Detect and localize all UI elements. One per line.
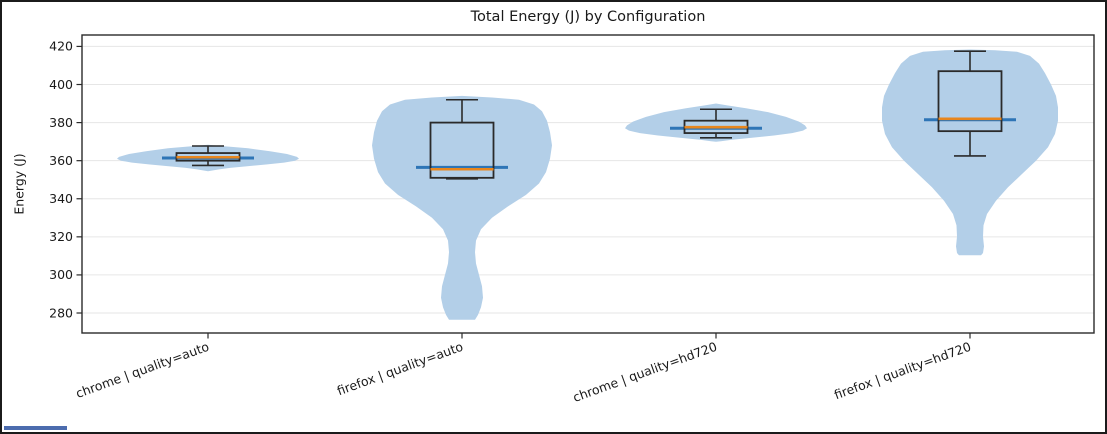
x-tick-label: firefox | quality=auto <box>335 339 465 399</box>
box <box>937 70 1003 133</box>
y-tick-label: 300 <box>49 267 73 282</box>
x-tick-label: chrome | quality=hd720 <box>571 339 719 405</box>
y-tick-label: 360 <box>49 153 73 168</box>
violin-shape <box>625 103 807 142</box>
y-tick-label: 320 <box>49 229 73 244</box>
y-tick-label: 340 <box>49 191 73 206</box>
box <box>429 121 495 179</box>
chart-title: Total Energy (J) by Configuration <box>470 9 706 25</box>
violin-shape <box>372 95 552 320</box>
y-axis-label: Energy (J) <box>11 153 27 215</box>
y-tick-label: 400 <box>49 77 73 92</box>
y-tick-label: 420 <box>49 39 73 54</box>
background-window-sliver <box>4 426 67 430</box>
y-tick-label: 380 <box>49 115 73 130</box>
axes-frame <box>81 34 1095 334</box>
x-tick-label: firefox | quality=hd720 <box>832 339 973 403</box>
y-tick-label: 280 <box>49 305 73 320</box>
x-tick-label: chrome | quality=auto <box>74 339 211 401</box>
